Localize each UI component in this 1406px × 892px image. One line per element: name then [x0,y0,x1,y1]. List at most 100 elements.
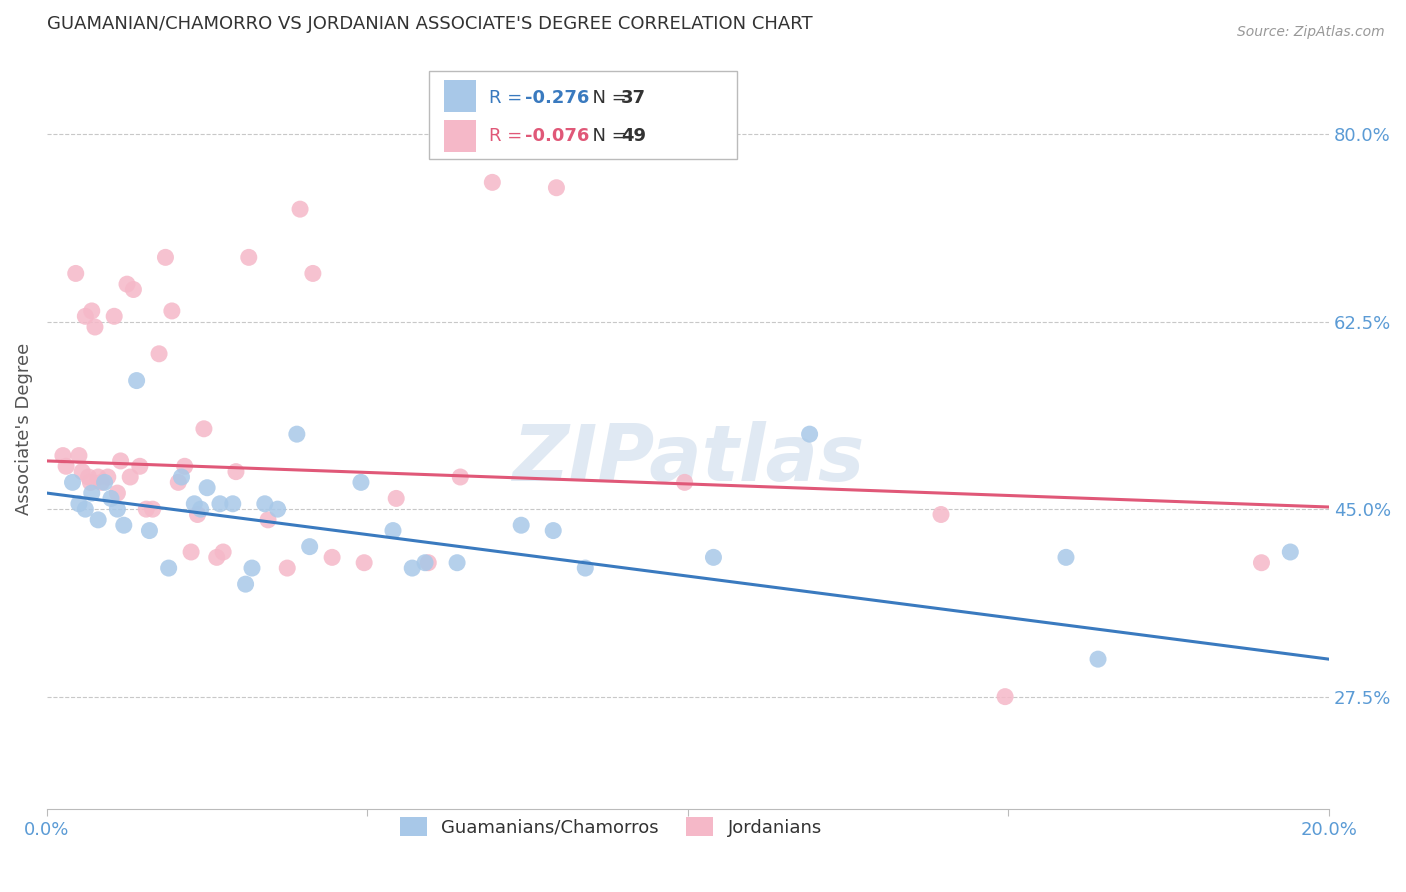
Point [673,475,696,490]
Point [190,502,212,516]
Point [285,427,308,442]
Point [288,202,311,216]
Point [128,459,150,474]
Point [1250,556,1272,570]
Point [481,175,503,189]
Y-axis label: Associate's Degree: Associate's Degree [15,343,32,515]
Text: ZIPatlas: ZIPatlas [512,421,863,497]
Point [167,475,190,490]
Point [122,283,145,297]
Point [97,470,120,484]
Point [75,502,97,516]
Point [80,304,103,318]
Point [702,550,724,565]
Point [382,524,405,538]
Point [105,502,128,516]
Point [186,508,208,522]
Text: N =: N = [582,127,633,145]
Point [70,465,93,479]
Point [401,561,423,575]
Point [418,556,440,570]
Point [148,347,170,361]
Point [235,577,257,591]
Point [574,561,596,575]
Point [208,497,231,511]
Point [353,556,375,570]
Bar [429,71,737,159]
Text: 49: 49 [621,127,647,145]
Point [138,524,160,538]
Text: R =: R = [489,127,529,145]
Point [62,475,84,490]
Point [157,561,180,575]
Point [120,470,142,484]
Point [90,475,112,490]
Point [1054,550,1077,565]
Point [449,470,471,484]
Text: GUAMANIAN/CHAMORRO VS JORDANIAN ASSOCIATE'S DEGREE CORRELATION CHART: GUAMANIAN/CHAMORRO VS JORDANIAN ASSOCIAT… [46,15,813,33]
Point [546,180,568,194]
Point [87,513,110,527]
Point [125,374,148,388]
Text: -0.076: -0.076 [524,127,589,145]
Point [350,475,373,490]
Point [55,459,77,474]
Point [253,497,276,511]
FancyBboxPatch shape [444,79,477,112]
Point [75,310,97,324]
Text: Source: ZipAtlas.com: Source: ZipAtlas.com [1237,25,1385,39]
Point [266,502,288,516]
Point [112,518,135,533]
Point [240,561,263,575]
Text: N =: N = [582,88,633,106]
Point [446,556,468,570]
Point [195,481,218,495]
FancyBboxPatch shape [444,120,477,152]
Point [155,251,177,265]
Point [160,304,183,318]
Point [180,545,202,559]
Text: -0.276: -0.276 [524,88,589,106]
Point [100,491,122,506]
Point [93,475,115,490]
Text: 37: 37 [621,88,647,106]
Point [799,427,821,442]
Point [257,513,280,527]
Point [110,454,132,468]
Point [173,459,195,474]
Point [193,422,215,436]
Point [929,508,952,522]
Point [541,524,564,538]
Point [65,267,87,281]
Point [87,470,110,484]
Point [170,470,193,484]
Point [105,486,128,500]
Point [212,545,235,559]
Point [225,465,247,479]
Point [222,497,245,511]
Point [510,518,533,533]
Point [79,475,101,490]
Point [298,540,321,554]
Point [142,502,165,516]
Point [84,320,107,334]
Point [135,502,157,516]
Point [1087,652,1109,666]
Point [994,690,1017,704]
Point [302,267,325,281]
Point [205,550,228,565]
Point [385,491,408,506]
Point [103,310,125,324]
Legend: Guamanians/Chamorros, Jordanians: Guamanians/Chamorros, Jordanians [391,808,831,846]
Text: R =: R = [489,88,529,106]
Point [67,497,90,511]
Point [115,277,138,292]
Point [77,470,100,484]
Point [1279,545,1302,559]
Point [183,497,205,511]
Point [321,550,343,565]
Point [67,449,90,463]
Point [80,486,103,500]
Point [413,556,436,570]
Point [238,251,260,265]
